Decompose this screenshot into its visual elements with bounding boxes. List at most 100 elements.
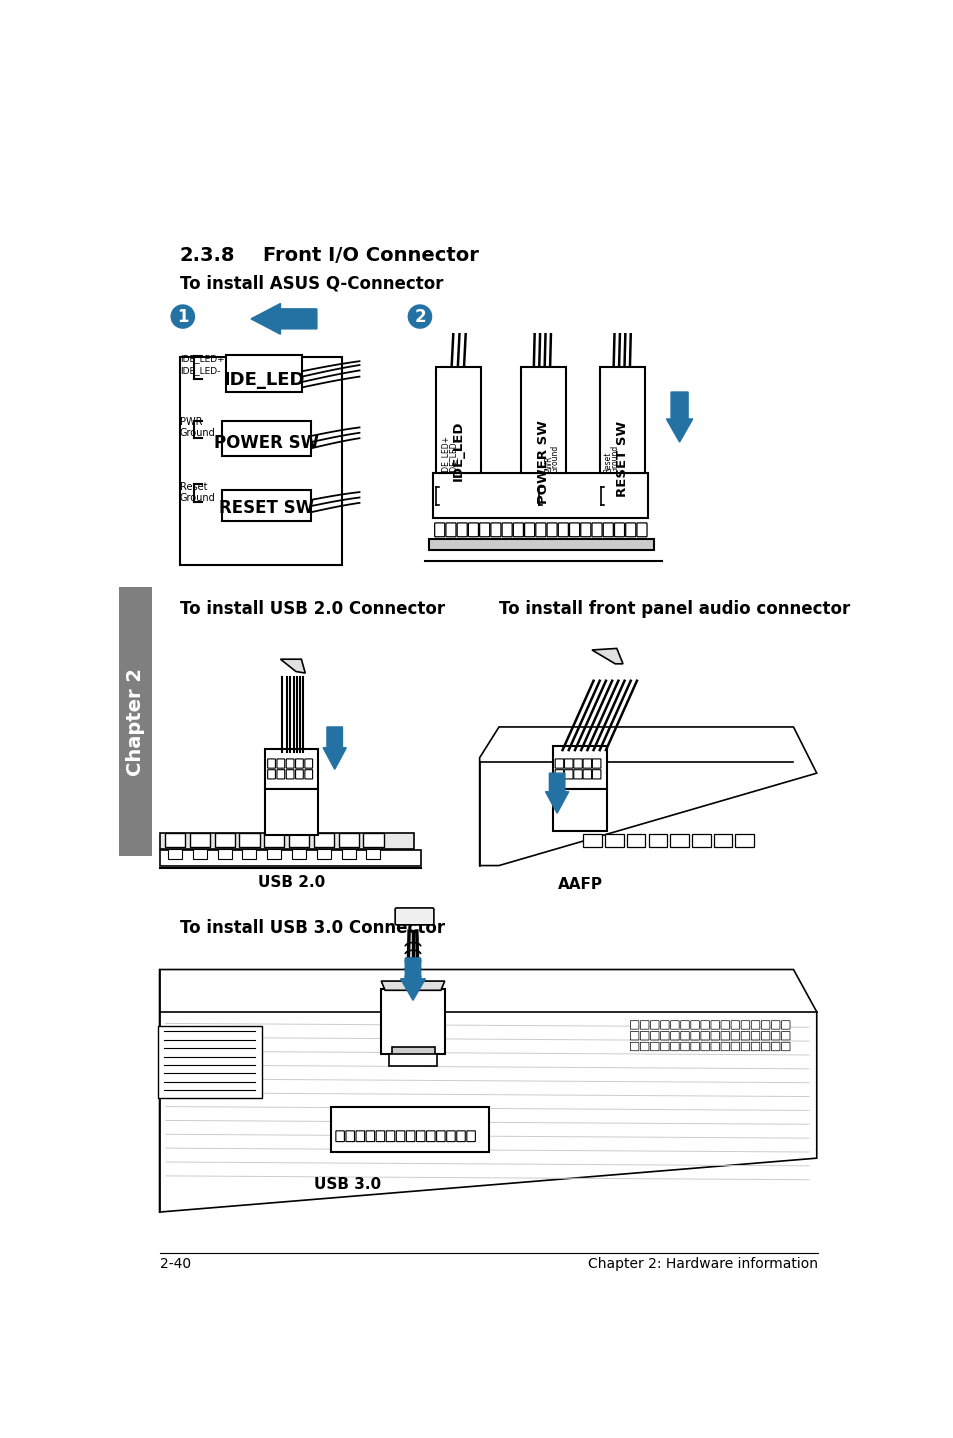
Polygon shape [381,981,444,991]
FancyBboxPatch shape [392,1047,435,1055]
FancyBboxPatch shape [436,367,480,473]
FancyBboxPatch shape [730,1021,739,1030]
FancyBboxPatch shape [436,1130,445,1142]
FancyBboxPatch shape [267,848,281,860]
FancyBboxPatch shape [670,1043,679,1051]
FancyBboxPatch shape [781,1043,789,1051]
FancyBboxPatch shape [355,1130,364,1142]
Text: 1: 1 [177,308,189,325]
FancyBboxPatch shape [580,523,590,536]
FancyBboxPatch shape [295,769,303,779]
FancyBboxPatch shape [416,1130,424,1142]
FancyBboxPatch shape [168,848,182,860]
FancyBboxPatch shape [637,523,646,536]
FancyBboxPatch shape [433,473,647,518]
FancyBboxPatch shape [650,1021,659,1030]
Text: POWER SW: POWER SW [213,434,318,453]
FancyBboxPatch shape [735,834,753,847]
FancyBboxPatch shape [276,769,284,779]
FancyBboxPatch shape [305,759,313,768]
FancyBboxPatch shape [222,490,311,521]
FancyBboxPatch shape [564,769,573,779]
FancyBboxPatch shape [582,759,591,768]
FancyBboxPatch shape [338,833,358,847]
FancyBboxPatch shape [513,523,523,536]
FancyBboxPatch shape [395,1130,404,1142]
FancyBboxPatch shape [730,1031,739,1040]
Text: USB 3.0: USB 3.0 [314,1178,381,1192]
FancyBboxPatch shape [265,788,317,835]
FancyBboxPatch shape [314,833,334,847]
Text: 2.3.8: 2.3.8 [179,246,235,265]
Text: IDE_LED+: IDE_LED+ [179,354,224,364]
Polygon shape [381,989,444,1054]
FancyBboxPatch shape [501,523,512,536]
Text: To install ASUS Q-Connector: To install ASUS Q-Connector [179,275,443,292]
FancyBboxPatch shape [239,833,259,847]
FancyBboxPatch shape [639,1031,648,1040]
Text: To install USB 2.0 Connector: To install USB 2.0 Connector [179,600,444,618]
FancyBboxPatch shape [456,523,467,536]
Polygon shape [280,659,305,673]
Text: IDE_LED-: IDE_LED- [179,365,220,375]
Text: IDE_LED: IDE_LED [452,420,465,480]
FancyBboxPatch shape [479,523,489,536]
FancyBboxPatch shape [740,1043,749,1051]
FancyBboxPatch shape [713,834,732,847]
FancyBboxPatch shape [573,769,581,779]
Polygon shape [159,969,816,1212]
FancyBboxPatch shape [720,1031,729,1040]
FancyBboxPatch shape [626,834,645,847]
FancyBboxPatch shape [276,759,284,768]
FancyBboxPatch shape [630,1043,639,1051]
Polygon shape [592,649,622,664]
FancyBboxPatch shape [564,759,573,768]
FancyBboxPatch shape [295,759,303,768]
FancyBboxPatch shape [553,788,607,831]
Text: PWR: PWR [179,417,202,427]
FancyBboxPatch shape [700,1043,709,1051]
Text: RESET SW: RESET SW [615,420,628,496]
FancyBboxPatch shape [335,1130,344,1142]
FancyBboxPatch shape [226,355,302,393]
FancyBboxPatch shape [214,833,234,847]
FancyBboxPatch shape [760,1043,769,1051]
FancyBboxPatch shape [366,1130,375,1142]
FancyBboxPatch shape [639,1021,648,1030]
FancyBboxPatch shape [222,421,311,456]
FancyBboxPatch shape [781,1021,789,1030]
FancyBboxPatch shape [286,759,294,768]
FancyBboxPatch shape [691,834,710,847]
FancyBboxPatch shape [555,769,563,779]
FancyBboxPatch shape [710,1043,719,1051]
FancyBboxPatch shape [650,1043,659,1051]
FancyBboxPatch shape [781,1031,789,1040]
FancyBboxPatch shape [289,833,309,847]
FancyBboxPatch shape [375,1130,384,1142]
FancyBboxPatch shape [536,523,545,536]
FancyBboxPatch shape [363,833,383,847]
FancyBboxPatch shape [771,1031,780,1040]
FancyBboxPatch shape [690,1021,699,1030]
FancyBboxPatch shape [386,1130,395,1142]
FancyBboxPatch shape [521,367,566,473]
FancyBboxPatch shape [165,833,185,847]
FancyBboxPatch shape [264,833,284,847]
Polygon shape [479,728,816,866]
FancyBboxPatch shape [740,1021,749,1030]
FancyBboxPatch shape [710,1021,719,1030]
FancyBboxPatch shape [771,1043,780,1051]
FancyBboxPatch shape [710,1031,719,1040]
FancyBboxPatch shape [242,848,256,860]
FancyBboxPatch shape [193,848,207,860]
FancyBboxPatch shape [659,1031,668,1040]
FancyBboxPatch shape [771,1021,780,1030]
Text: Ground: Ground [610,444,618,473]
FancyArrow shape [251,303,316,334]
Text: Ground: Ground [179,429,215,439]
FancyBboxPatch shape [592,523,601,536]
FancyBboxPatch shape [680,1021,688,1030]
FancyBboxPatch shape [466,1130,475,1142]
FancyBboxPatch shape [670,834,688,847]
FancyBboxPatch shape [639,1043,648,1051]
